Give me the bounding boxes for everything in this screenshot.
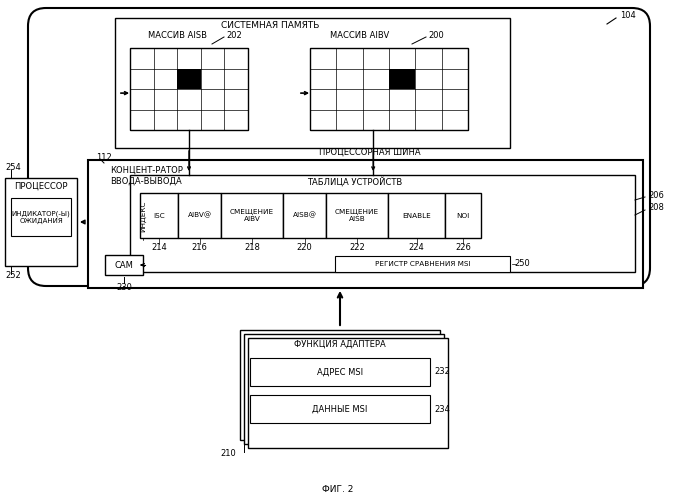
Bar (130, 175, 635, 272)
Text: ФИГ. 2: ФИГ. 2 (322, 486, 354, 494)
Text: 202: 202 (226, 32, 242, 40)
Text: СМЕЩЕНИЕ
AISB: СМЕЩЕНИЕ AISB (335, 209, 379, 222)
Bar (250, 395, 430, 423)
Text: 252: 252 (5, 272, 21, 280)
Text: AIBV@: AIBV@ (187, 212, 212, 218)
Bar (178, 193, 221, 238)
Text: ИНДЕКС: ИНДЕКС (140, 200, 146, 232)
Text: 216: 216 (191, 244, 208, 252)
FancyBboxPatch shape (28, 8, 650, 286)
Bar (240, 330, 440, 440)
Bar (115, 18, 510, 148)
Bar (445, 193, 481, 238)
Text: ПРОЦЕССОРНАЯ ШИНА: ПРОЦЕССОРНАЯ ШИНА (319, 148, 421, 156)
Text: 254: 254 (5, 164, 21, 172)
Text: 232: 232 (434, 368, 450, 376)
Text: ФУНКЦИЯ АДАПТЕРА: ФУНКЦИЯ АДАПТЕРА (294, 340, 386, 348)
Bar (130, 48, 248, 130)
Text: ДАННЫЕ MSI: ДАННЫЕ MSI (312, 404, 368, 413)
Text: ENABLE: ENABLE (402, 212, 431, 218)
Text: NOI: NOI (456, 212, 470, 218)
Text: 112: 112 (96, 152, 112, 162)
Text: 220: 220 (297, 244, 312, 252)
Bar (283, 193, 326, 238)
Bar (250, 358, 430, 386)
Text: 218: 218 (244, 244, 260, 252)
Text: AISB@: AISB@ (293, 212, 316, 218)
Text: РЕГИСТР СРАВНЕНИЯ MSI: РЕГИСТР СРАВНЕНИЯ MSI (375, 261, 470, 267)
Text: ISC: ISC (153, 212, 165, 218)
Bar (5, 178, 77, 266)
Text: ПРОЦЕССОР: ПРОЦЕССОР (14, 182, 68, 190)
Bar (177, 68, 201, 89)
Text: CAM: CAM (114, 260, 133, 270)
Bar (88, 160, 643, 288)
Bar (221, 193, 283, 238)
Text: ИНДИКАТОР(-Ы)
ОЖИДАНИЯ: ИНДИКАТОР(-Ы) ОЖИДАНИЯ (11, 210, 70, 224)
Text: 250: 250 (514, 260, 530, 268)
Bar (310, 48, 468, 130)
Bar (140, 193, 178, 238)
Text: 222: 222 (349, 244, 365, 252)
Text: 214: 214 (151, 244, 167, 252)
Text: МАССИВ AISB: МАССИВ AISB (149, 32, 208, 40)
Bar (11, 198, 71, 236)
Text: 224: 224 (408, 244, 425, 252)
Text: 230: 230 (116, 282, 132, 292)
Bar (389, 68, 415, 89)
Text: 226: 226 (455, 244, 471, 252)
Bar (248, 338, 448, 448)
Text: 206: 206 (648, 190, 664, 200)
Text: 208: 208 (648, 204, 664, 212)
Text: СМЕЩЕНИЕ
AIBV: СМЕЩЕНИЕ AIBV (230, 209, 274, 222)
Text: МАССИВ AIBV: МАССИВ AIBV (331, 32, 389, 40)
Text: КОНЦЕНТ-РАТОР
ВВОДА-ВЫВОДА: КОНЦЕНТ-РАТОР ВВОДА-ВЫВОДА (110, 166, 183, 186)
Text: АДРЕС MSI: АДРЕС MSI (317, 368, 363, 376)
Text: ТАБЛИЦА УСТРОЙСТВ: ТАБЛИЦА УСТРОЙСТВ (308, 177, 403, 187)
Bar (335, 256, 510, 272)
Text: 104: 104 (620, 12, 635, 20)
Bar (105, 255, 143, 275)
Bar (388, 193, 445, 238)
Text: СИСТЕМНАЯ ПАМЯТЬ: СИСТЕМНАЯ ПАМЯТЬ (221, 22, 319, 30)
Text: 234: 234 (434, 404, 450, 413)
Bar (326, 193, 388, 238)
Bar (244, 334, 444, 444)
Text: 200: 200 (428, 32, 443, 40)
Text: 210: 210 (220, 450, 236, 458)
